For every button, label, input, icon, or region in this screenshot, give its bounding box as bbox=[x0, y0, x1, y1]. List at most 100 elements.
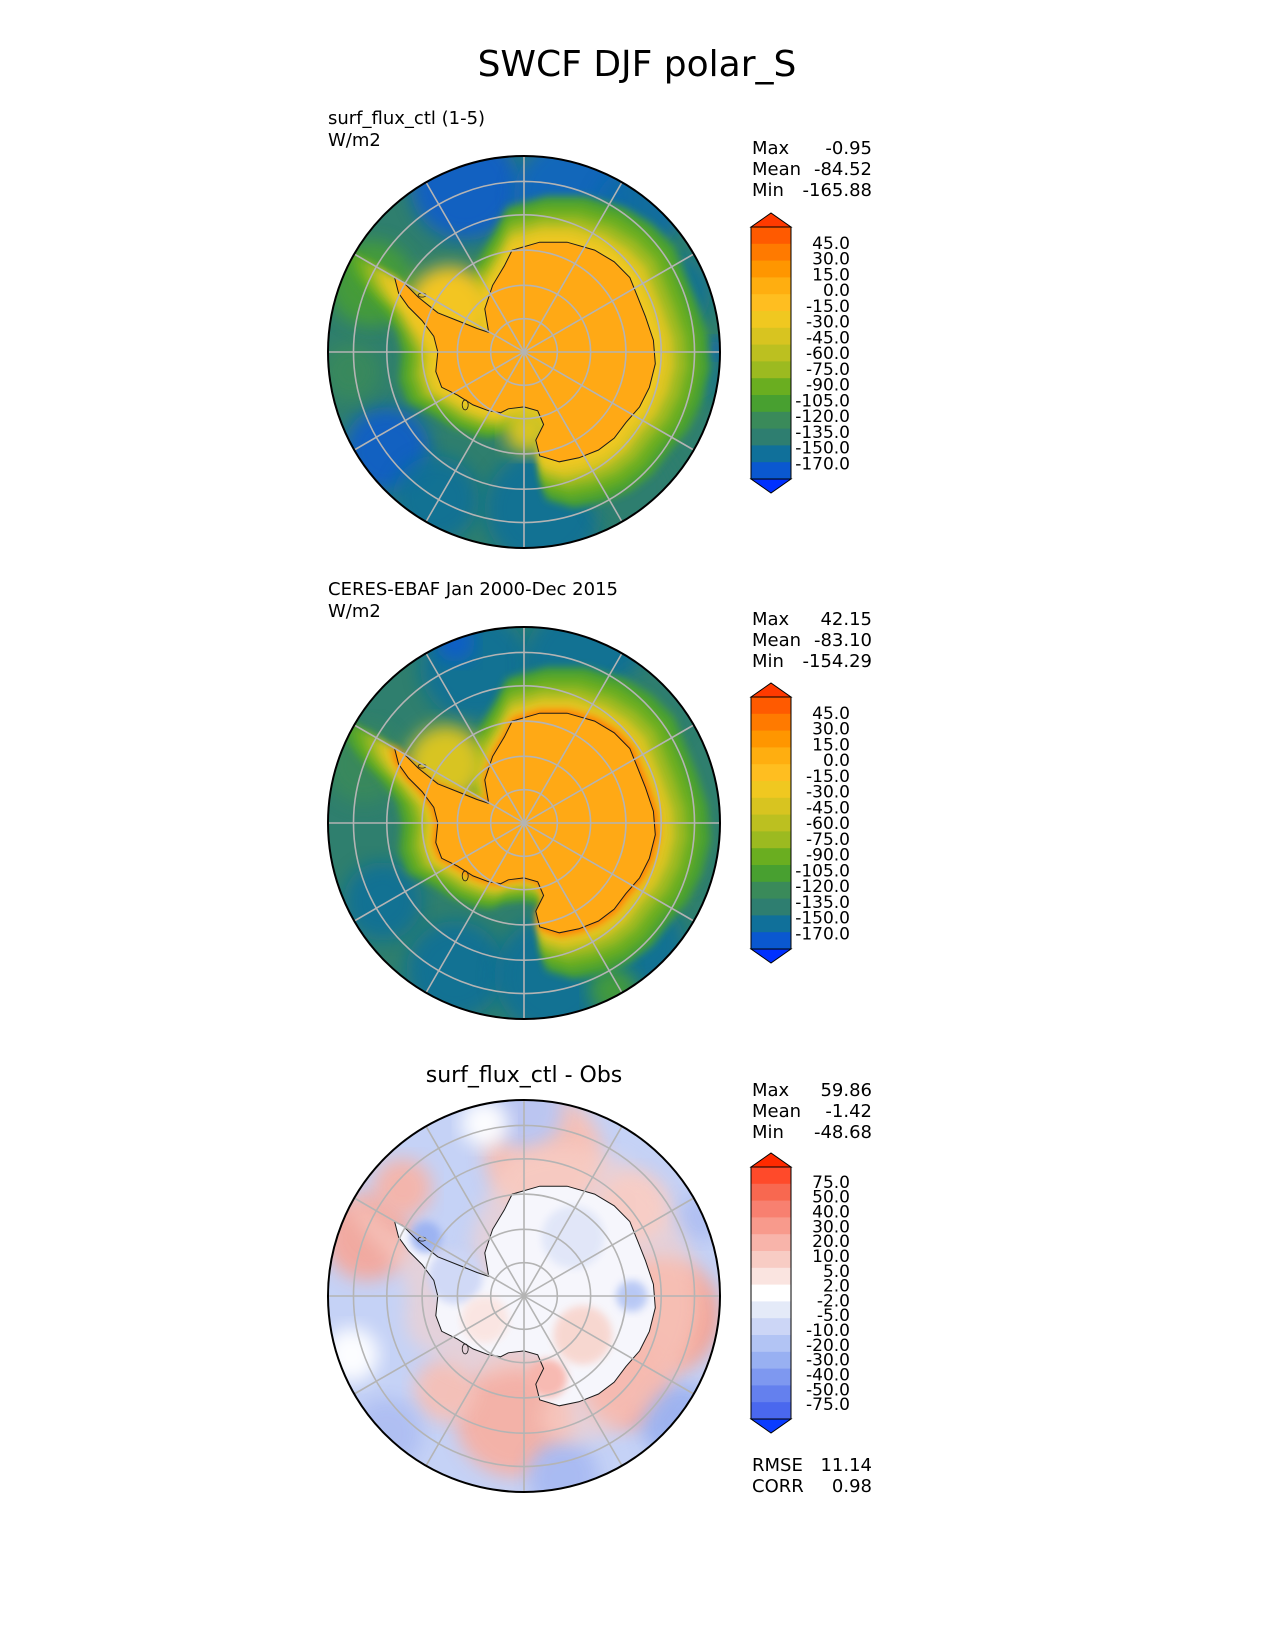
colorbar-tick-label: 2.0 bbox=[823, 1277, 850, 1297]
colorbar-bin bbox=[751, 697, 791, 715]
colorbar-tick-label: 0.0 bbox=[823, 751, 850, 771]
panel-title: surf_flux_ctl (1-5) bbox=[328, 108, 485, 129]
antarctica-coastline bbox=[393, 241, 656, 463]
colorbar-tick-label: 30.0 bbox=[812, 1217, 850, 1237]
colorbar-extension-top bbox=[749, 212, 793, 228]
colorbar-extension-bottom bbox=[749, 948, 793, 964]
colorbar-bin bbox=[751, 730, 791, 748]
polar-map-model bbox=[328, 156, 720, 548]
meridian-line bbox=[425, 181, 623, 523]
stat-value-max: 59.86 bbox=[820, 1080, 872, 1101]
colorbar-tick-label: -30.0 bbox=[806, 783, 850, 803]
colorbar-outline bbox=[750, 1166, 792, 1420]
colorbar-bin bbox=[751, 1301, 791, 1319]
island-outline bbox=[461, 870, 469, 882]
antarctica-coastline bbox=[393, 1185, 656, 1407]
panel-title: CERES-EBAF Jan 2000-Dec 2015 bbox=[328, 579, 618, 600]
stat-label-max: Max bbox=[752, 138, 790, 159]
colorbar-bin bbox=[751, 1385, 791, 1403]
stat-value-mean: -1.42 bbox=[825, 1101, 872, 1122]
stat-label-max: Max bbox=[752, 1080, 790, 1101]
colorbar-bin bbox=[751, 294, 791, 312]
stat-label-max: Max bbox=[752, 609, 790, 630]
colorbar-tick-label: 15.0 bbox=[812, 735, 850, 755]
meridian-line bbox=[425, 1125, 623, 1467]
colorbar-bin bbox=[751, 713, 791, 732]
colorbar-tick-label: -90.0 bbox=[806, 846, 850, 866]
colorbar-bin bbox=[751, 764, 791, 782]
colorbar-tick-label: -5.0 bbox=[817, 1306, 850, 1326]
colorbar-tick-label: -45.0 bbox=[806, 328, 850, 348]
colorbar-bin bbox=[751, 361, 791, 379]
colorbar-bin bbox=[751, 462, 791, 480]
map-frame bbox=[327, 1099, 721, 1493]
colorbar-tick-label: -20.0 bbox=[806, 1336, 850, 1356]
colorbar-tick-label: -105.0 bbox=[795, 861, 850, 881]
colorbar-tick-label: -60.0 bbox=[806, 344, 850, 364]
figure-title: SWCF DJF polar_S bbox=[478, 44, 797, 85]
colorbar-bin bbox=[751, 428, 791, 446]
stat-label-mean: Mean bbox=[752, 1101, 801, 1122]
colorbar-bin bbox=[751, 1234, 791, 1252]
colorbar-bin bbox=[751, 327, 791, 346]
colorbar-tick-label: -75.0 bbox=[806, 830, 850, 850]
colorbar-bin bbox=[751, 797, 791, 816]
colorbar-bin bbox=[751, 932, 791, 950]
panel-units: W/m2 bbox=[328, 130, 381, 151]
colorbar-bin bbox=[751, 1335, 791, 1353]
colorbar-tick-label: -75.0 bbox=[806, 1395, 850, 1415]
stat-label-mean: Mean bbox=[752, 159, 801, 180]
colorbar-bin bbox=[751, 411, 791, 430]
colorbar-tick-label: -170.0 bbox=[795, 924, 850, 944]
colorbar-tick-label: -50.0 bbox=[806, 1380, 850, 1400]
colorbar-bin bbox=[751, 747, 791, 765]
colorbar-tick-label: -15.0 bbox=[806, 297, 850, 317]
colorbar-bin bbox=[751, 881, 791, 900]
stat-label-rmse: RMSE bbox=[752, 1455, 803, 1476]
colorbar: 75.050.040.030.020.010.05.02.0-2.0-5.0-1… bbox=[749, 1152, 850, 1434]
stat-value-max: -0.95 bbox=[825, 138, 872, 159]
colorbar-tick-label: 15.0 bbox=[812, 265, 850, 285]
colorbar-tick-label: -30.0 bbox=[806, 313, 850, 333]
colorbar-bin bbox=[751, 898, 791, 916]
colorbar-tick-label: -135.0 bbox=[795, 423, 850, 443]
colorbar-tick-label: -170.0 bbox=[795, 454, 850, 474]
colorbar-bin bbox=[751, 814, 791, 832]
colorbar-outline bbox=[750, 696, 792, 950]
stat-value-corr: 0.98 bbox=[832, 1476, 872, 1497]
field-blob bbox=[676, 1194, 720, 1242]
colorbar-bin bbox=[751, 848, 791, 866]
island-outline bbox=[461, 1343, 469, 1355]
panel-units: W/m2 bbox=[328, 601, 381, 622]
colorbar-bin bbox=[751, 1183, 791, 1202]
colorbar-bin bbox=[751, 1251, 791, 1269]
colorbar-bin bbox=[751, 1318, 791, 1336]
colorbar-tick-label: -120.0 bbox=[795, 407, 850, 427]
colorbar-tick-label: 0.0 bbox=[823, 281, 850, 301]
colorbar-extension-top bbox=[749, 1152, 793, 1168]
stat-value-min: -154.29 bbox=[803, 651, 872, 672]
colorbar-tick-label: -90.0 bbox=[806, 376, 850, 396]
field-blob bbox=[527, 1358, 568, 1398]
colorbar-bin bbox=[751, 1402, 791, 1420]
colorbar-tick-label: -60.0 bbox=[806, 814, 850, 834]
stat-value-rmse: 11.14 bbox=[820, 1455, 872, 1476]
colorbar-bin bbox=[751, 311, 791, 329]
colorbar-tick-label: 75.0 bbox=[812, 1173, 850, 1193]
colorbar-tick-label: -40.0 bbox=[806, 1366, 850, 1386]
colorbar-tick-label: -105.0 bbox=[795, 391, 850, 411]
colorbar-bin bbox=[751, 227, 791, 245]
colorbar-tick-label: -75.0 bbox=[806, 360, 850, 380]
colorbar-bin bbox=[751, 1267, 791, 1286]
stat-label-corr: CORR bbox=[752, 1476, 804, 1497]
map-frame bbox=[327, 626, 721, 1020]
stat-label-min: Min bbox=[752, 651, 784, 672]
colorbar-bin bbox=[751, 1167, 791, 1185]
stat-label-min: Min bbox=[752, 180, 784, 201]
stat-label-min: Min bbox=[752, 1122, 784, 1143]
colorbar-bin bbox=[751, 378, 791, 396]
field-blob bbox=[427, 1248, 483, 1304]
